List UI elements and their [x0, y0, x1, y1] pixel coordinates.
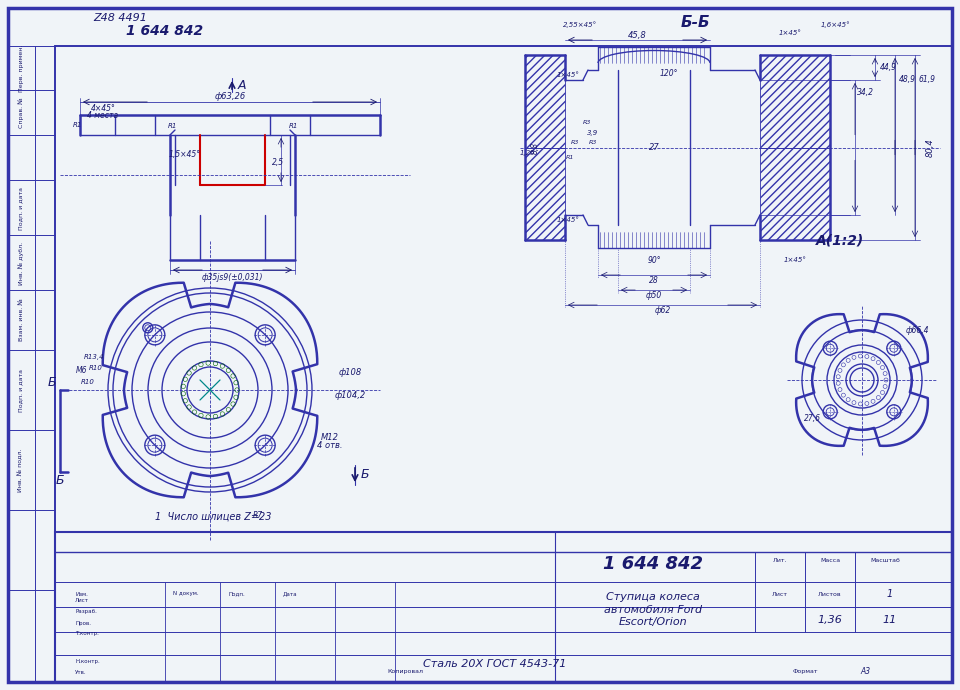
Text: А(1:2): А(1:2) — [816, 233, 864, 247]
Bar — [760, 55, 830, 148]
Text: 44,9: 44,9 — [879, 63, 897, 72]
Text: Листов: Листов — [818, 591, 842, 596]
Text: Ступица колеса: Ступица колеса — [606, 592, 700, 602]
Text: R1: R1 — [565, 155, 574, 160]
Text: 61,9: 61,9 — [919, 75, 935, 83]
Text: Escort/Orion: Escort/Orion — [618, 617, 687, 627]
Text: R3: R3 — [588, 140, 597, 145]
Text: Разраб.: Разраб. — [75, 609, 97, 615]
Text: 48,9: 48,9 — [899, 75, 916, 83]
Text: ф104,2: ф104,2 — [334, 391, 366, 400]
Text: 80,4: 80,4 — [925, 138, 934, 157]
Text: Z48 4491: Z48 4491 — [93, 13, 147, 23]
Text: 27,6: 27,6 — [804, 413, 821, 422]
Text: R3: R3 — [583, 120, 591, 125]
Text: R1: R1 — [72, 122, 82, 128]
Text: 4 отв.: 4 отв. — [317, 440, 343, 449]
Text: R3: R3 — [571, 140, 579, 145]
Text: Дата: Дата — [283, 591, 298, 596]
Text: Изм.: Изм. — [75, 591, 88, 596]
Text: 1,6×45°: 1,6×45° — [820, 21, 850, 28]
Text: 4×45°: 4×45° — [90, 104, 115, 112]
Text: R1: R1 — [167, 123, 177, 129]
Bar — [760, 148, 830, 240]
Text: Копировал: Копировал — [387, 669, 423, 675]
Text: R7: R7 — [252, 511, 263, 520]
Text: ф35js9(±0,031): ф35js9(±0,031) — [202, 273, 263, 282]
Text: 2,5: 2,5 — [272, 157, 284, 166]
Text: 1,5×45°: 1,5×45° — [169, 150, 201, 159]
Text: Пров.: Пров. — [75, 620, 91, 626]
Text: M12: M12 — [321, 433, 339, 442]
Text: автомобиля Ford: автомобиля Ford — [604, 605, 702, 615]
Text: 11: 11 — [883, 615, 898, 625]
Text: M6: M6 — [76, 366, 87, 375]
Text: 1×45°: 1×45° — [557, 72, 580, 78]
Text: Подп. и дата: Подп. и дата — [18, 368, 23, 411]
Text: Подп.: Подп. — [228, 591, 245, 596]
Text: ф108: ф108 — [338, 368, 362, 377]
Text: 27: 27 — [649, 143, 660, 152]
Text: 3,9: 3,9 — [588, 130, 599, 135]
Text: Лист: Лист — [75, 598, 89, 602]
Text: 1: 1 — [887, 589, 893, 599]
Text: 4 места: 4 места — [87, 110, 119, 119]
Text: 1×45°: 1×45° — [557, 217, 580, 223]
Text: 2,55×45°: 2,55×45° — [563, 21, 597, 28]
Bar — [525, 148, 565, 240]
Text: ф50: ф50 — [646, 290, 662, 299]
Bar — [55, 532, 952, 682]
Text: 28: 28 — [649, 275, 659, 284]
Text: Масса: Масса — [820, 558, 840, 562]
Text: А3: А3 — [860, 667, 870, 676]
Text: Взам. инв. №: Взам. инв. № — [18, 299, 23, 342]
Text: R1: R1 — [288, 123, 298, 129]
Text: Инв. № подл.: Инв. № подл. — [18, 448, 24, 492]
Text: Т.контр.: Т.контр. — [75, 631, 99, 636]
Text: 8,8: 8,8 — [531, 141, 540, 154]
Text: Формат: Формат — [792, 669, 818, 675]
Text: R10: R10 — [89, 365, 103, 371]
Text: 90°: 90° — [647, 255, 660, 264]
Text: Б: Б — [56, 473, 64, 486]
Text: 120°: 120° — [660, 68, 679, 77]
Text: Масштаб: Масштаб — [870, 558, 900, 562]
Text: Лит.: Лит. — [773, 558, 787, 562]
Text: ф66,4: ф66,4 — [905, 326, 928, 335]
Text: 1,25: 1,25 — [520, 150, 536, 155]
Text: Подп. и дата: Подп. и дата — [18, 186, 23, 230]
Text: Справ. №: Справ. № — [18, 98, 24, 128]
Text: 45,8: 45,8 — [628, 30, 647, 39]
Text: ф62: ф62 — [655, 306, 671, 315]
Text: Н.контр.: Н.контр. — [75, 660, 100, 664]
Text: R10: R10 — [81, 379, 95, 385]
Text: 1×45°: 1×45° — [779, 30, 802, 36]
Text: Утв.: Утв. — [75, 669, 86, 675]
Bar — [525, 55, 565, 148]
Text: Лист: Лист — [772, 591, 788, 596]
Text: 1×45°: 1×45° — [783, 257, 806, 263]
Text: N докум.: N докум. — [173, 591, 199, 596]
Text: 1 644 842: 1 644 842 — [603, 555, 703, 573]
Text: Б-Б: Б-Б — [681, 14, 709, 30]
Text: 1 644 842: 1 644 842 — [127, 24, 204, 38]
Text: 34,2: 34,2 — [856, 88, 874, 97]
Text: Б: Б — [48, 375, 57, 388]
Text: 1,36: 1,36 — [818, 615, 843, 625]
Text: 1  Число шлицев Z=23: 1 Число шлицев Z=23 — [155, 512, 272, 522]
Text: A: A — [238, 79, 247, 92]
Text: Сталь 20Х ГОСТ 4543-71: Сталь 20Х ГОСТ 4543-71 — [423, 659, 566, 669]
Text: Б: Б — [361, 469, 370, 482]
Text: R13,4: R13,4 — [84, 354, 105, 360]
Text: ф63,26: ф63,26 — [214, 92, 246, 101]
Text: Перв. примен.: Перв. примен. — [18, 44, 23, 92]
Text: Инв. № дубл.: Инв. № дубл. — [18, 241, 24, 284]
